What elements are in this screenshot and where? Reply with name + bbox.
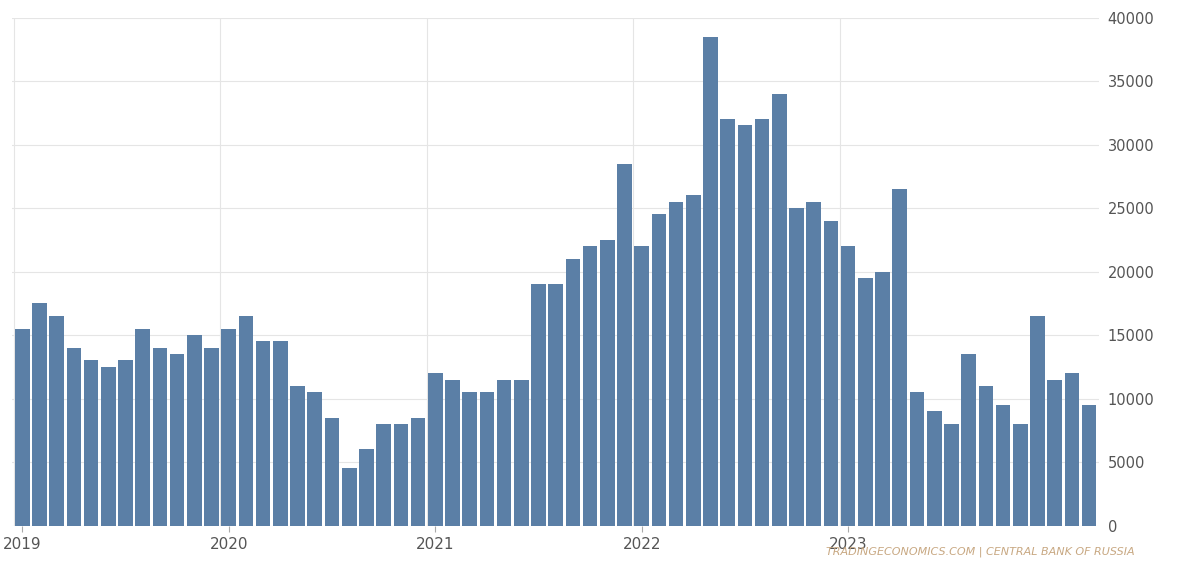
Bar bbox=[1081, 405, 1096, 526]
Bar bbox=[497, 380, 511, 526]
Bar bbox=[393, 424, 409, 526]
Bar bbox=[479, 392, 495, 526]
Bar bbox=[789, 208, 804, 526]
Bar bbox=[153, 348, 167, 526]
Bar bbox=[16, 329, 30, 526]
Bar bbox=[342, 468, 356, 526]
Bar bbox=[635, 246, 649, 526]
Bar bbox=[961, 354, 976, 526]
Bar bbox=[703, 37, 718, 526]
Bar bbox=[1030, 316, 1044, 526]
Bar bbox=[49, 316, 65, 526]
Bar bbox=[841, 246, 856, 526]
Bar bbox=[549, 284, 563, 526]
Bar bbox=[617, 164, 632, 526]
Bar bbox=[1013, 424, 1028, 526]
Text: TRADINGECONOMICS.COM | CENTRAL BANK OF RUSSIA: TRADINGECONOMICS.COM | CENTRAL BANK OF R… bbox=[826, 547, 1134, 557]
Bar bbox=[858, 278, 872, 526]
Bar bbox=[565, 259, 581, 526]
Bar bbox=[669, 201, 684, 526]
Bar bbox=[944, 424, 958, 526]
Bar bbox=[807, 201, 821, 526]
Bar bbox=[67, 348, 81, 526]
Bar bbox=[376, 424, 391, 526]
Bar bbox=[583, 246, 598, 526]
Bar bbox=[102, 367, 116, 526]
Bar bbox=[135, 329, 151, 526]
Bar bbox=[428, 373, 442, 526]
Bar bbox=[909, 392, 924, 526]
Bar bbox=[290, 386, 305, 526]
Bar bbox=[239, 316, 253, 526]
Bar bbox=[927, 411, 942, 526]
Bar bbox=[204, 348, 219, 526]
Bar bbox=[755, 119, 770, 526]
Bar bbox=[325, 418, 339, 526]
Bar bbox=[686, 195, 700, 526]
Bar bbox=[274, 342, 288, 526]
Bar bbox=[979, 386, 993, 526]
Bar bbox=[170, 354, 184, 526]
Bar bbox=[893, 189, 907, 526]
Bar bbox=[875, 272, 890, 526]
Bar bbox=[823, 221, 838, 526]
Bar bbox=[307, 392, 323, 526]
Bar bbox=[737, 126, 753, 526]
Bar bbox=[221, 329, 237, 526]
Bar bbox=[514, 380, 528, 526]
Bar bbox=[256, 342, 270, 526]
Bar bbox=[358, 450, 374, 526]
Bar bbox=[995, 405, 1010, 526]
Bar bbox=[721, 119, 735, 526]
Bar bbox=[1047, 380, 1062, 526]
Bar bbox=[531, 284, 546, 526]
Bar bbox=[1065, 373, 1079, 526]
Bar bbox=[32, 303, 47, 526]
Bar bbox=[772, 93, 786, 526]
Bar bbox=[462, 392, 477, 526]
Bar bbox=[600, 240, 614, 526]
Bar bbox=[118, 360, 133, 526]
Bar bbox=[651, 214, 667, 526]
Bar bbox=[188, 335, 202, 526]
Bar bbox=[445, 380, 460, 526]
Bar bbox=[411, 418, 425, 526]
Bar bbox=[84, 360, 98, 526]
